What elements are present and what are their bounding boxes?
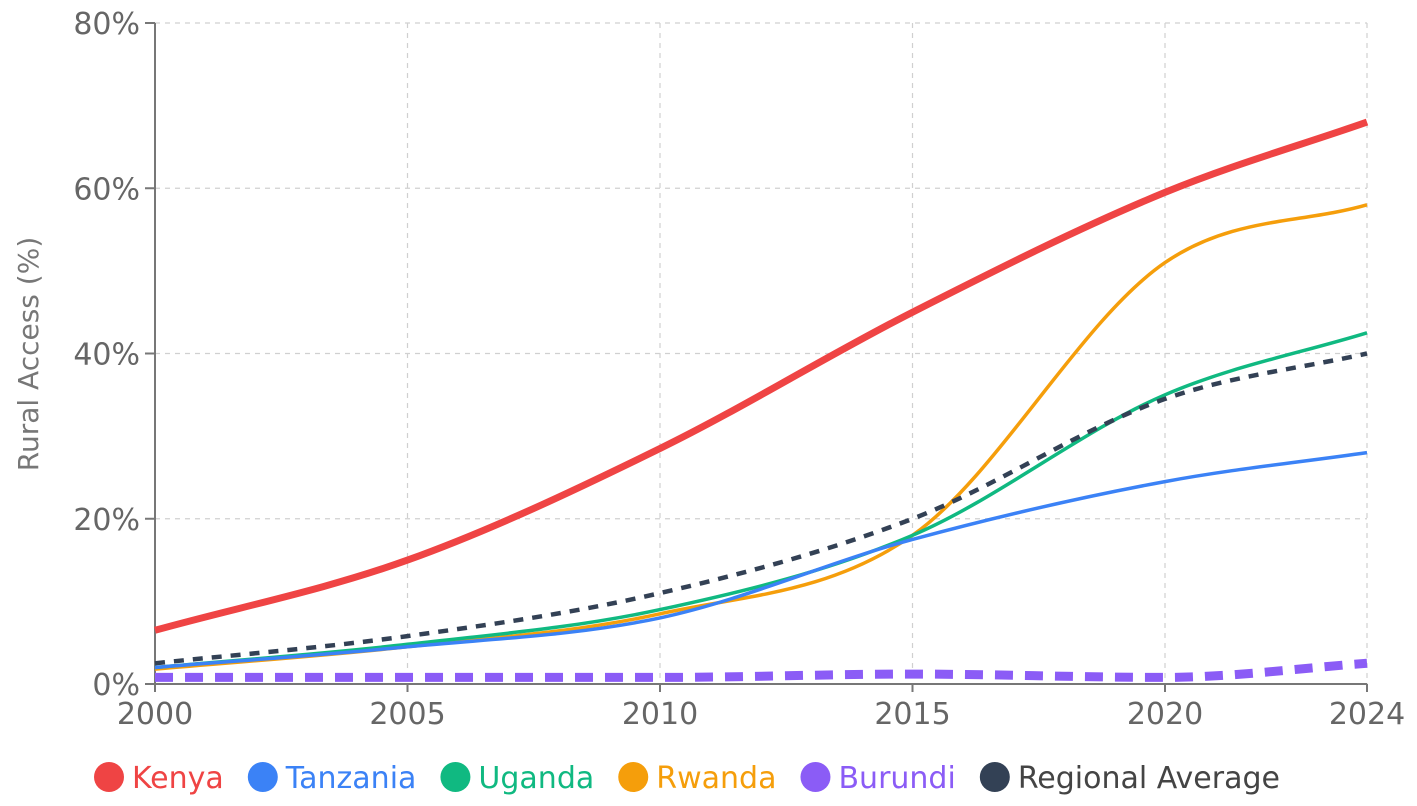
x-tick-label: 2010 [622,697,698,732]
legend-marker-kenya [94,762,124,792]
y-tick-label: 60% [73,172,140,207]
legend: Kenya Tanzania Uganda Rwanda Burundi Regional… [94,761,1280,796]
series-line-uganda [154,331,1368,670]
legend-marker-uganda [440,762,471,792]
legend-marker-burundi [800,762,831,792]
y-tick-label: 0% [92,668,140,703]
legend-label-burundi: Burundi [838,761,955,796]
legend-marker-regional-average [979,762,1010,792]
legend-label-regional-average: Regional Average [1018,761,1280,796]
series-lines [154,118,1369,682]
legend-label-uganda: Uganda [478,761,594,796]
x-tick-label: 2000 [117,697,193,732]
x-tick-labels: 2000 2005 2010 2015 2020 2024 [117,697,1405,732]
axes [145,22,1368,692]
legend-label-kenya: Kenya [132,761,224,796]
legend-marker-tanzania [247,762,278,792]
y-tick-label: 40% [73,338,140,373]
series-line-rwanda [154,203,1368,671]
series-line-burundi [154,658,1368,682]
x-tick-label: 2024 [1329,697,1405,732]
legend-marker-rwanda [618,762,649,792]
legend-label-rwanda: Rwanda [656,761,776,796]
x-tick-label: 2005 [369,697,445,732]
y-tick-labels: 0% 20% 40% 60% 80% [73,7,140,703]
series-line-tanzania [154,450,1368,670]
series-line-regional-average [154,351,1368,666]
legend-label-tanzania: Tanzania [285,761,417,796]
x-tick-label: 2015 [874,697,950,732]
y-tick-label: 20% [73,503,140,538]
series-line-kenya [154,118,1369,634]
y-tick-label: 80% [73,7,140,42]
x-tick-label: 2020 [1127,697,1203,732]
y-axis-label: Rural Access (%) [12,237,45,472]
